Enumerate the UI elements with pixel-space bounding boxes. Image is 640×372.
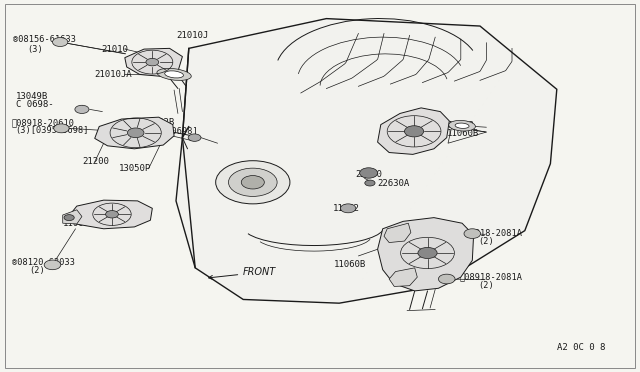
Polygon shape xyxy=(176,19,557,303)
Text: (2): (2) xyxy=(479,237,495,246)
Text: 13049B: 13049B xyxy=(16,92,48,101)
Text: (3): (3) xyxy=(27,45,43,54)
Text: 21010: 21010 xyxy=(101,45,128,54)
Text: 11062: 11062 xyxy=(448,121,475,130)
Text: 21010J: 21010J xyxy=(176,31,208,40)
Polygon shape xyxy=(378,218,474,291)
Polygon shape xyxy=(95,117,174,149)
Circle shape xyxy=(64,215,74,221)
Circle shape xyxy=(216,161,290,204)
Text: 11060G: 11060G xyxy=(63,219,95,228)
Circle shape xyxy=(52,38,68,46)
Text: 11060: 11060 xyxy=(419,246,446,254)
Circle shape xyxy=(365,180,375,186)
Ellipse shape xyxy=(449,121,476,131)
Polygon shape xyxy=(69,200,152,229)
Circle shape xyxy=(146,58,159,66)
Circle shape xyxy=(54,124,69,133)
Text: ®08120-62033: ®08120-62033 xyxy=(12,258,74,267)
Text: 22630: 22630 xyxy=(355,170,382,179)
Ellipse shape xyxy=(164,71,184,78)
Polygon shape xyxy=(63,210,82,224)
Circle shape xyxy=(360,168,378,178)
Ellipse shape xyxy=(455,123,469,128)
Text: 11060B: 11060B xyxy=(334,260,366,269)
Circle shape xyxy=(188,134,201,141)
Text: 22630A: 22630A xyxy=(378,179,410,187)
Text: 11062: 11062 xyxy=(333,204,360,213)
Polygon shape xyxy=(378,108,449,154)
Circle shape xyxy=(340,204,356,213)
Text: (2): (2) xyxy=(479,281,495,290)
Circle shape xyxy=(464,229,481,238)
Circle shape xyxy=(75,105,89,113)
Polygon shape xyxy=(384,223,411,243)
Text: 21082B: 21082B xyxy=(142,118,174,126)
Circle shape xyxy=(228,168,277,196)
Circle shape xyxy=(241,176,264,189)
Text: C 0698-: C 0698- xyxy=(16,100,54,109)
Text: Ⓝ08918-2081A: Ⓝ08918-2081A xyxy=(460,228,522,237)
Text: Ⓝ08918-2081A: Ⓝ08918-2081A xyxy=(460,273,522,282)
Circle shape xyxy=(106,211,118,218)
Text: Ⓝ08918-20610: Ⓝ08918-20610 xyxy=(12,118,74,127)
Text: 21200: 21200 xyxy=(82,157,109,166)
Text: (3)[0395-0698]: (3)[0395-0698] xyxy=(15,126,89,135)
Text: 21010JA: 21010JA xyxy=(95,70,132,79)
Polygon shape xyxy=(389,268,417,286)
Circle shape xyxy=(404,126,424,137)
Circle shape xyxy=(127,128,144,138)
Circle shape xyxy=(418,247,437,259)
Text: ®08156-61633: ®08156-61633 xyxy=(13,35,76,44)
Ellipse shape xyxy=(157,68,191,80)
Polygon shape xyxy=(125,48,182,76)
Text: FRONT: FRONT xyxy=(209,267,276,279)
Text: 11060B: 11060B xyxy=(447,129,479,138)
Text: 13050P: 13050P xyxy=(118,164,150,173)
Text: (2): (2) xyxy=(29,266,45,275)
Circle shape xyxy=(438,274,455,284)
Text: 13050N: 13050N xyxy=(97,207,129,216)
Text: [0395-0698]: [0395-0698] xyxy=(140,126,197,135)
Text: A2 0C 0 8: A2 0C 0 8 xyxy=(557,343,605,352)
Circle shape xyxy=(44,260,61,270)
